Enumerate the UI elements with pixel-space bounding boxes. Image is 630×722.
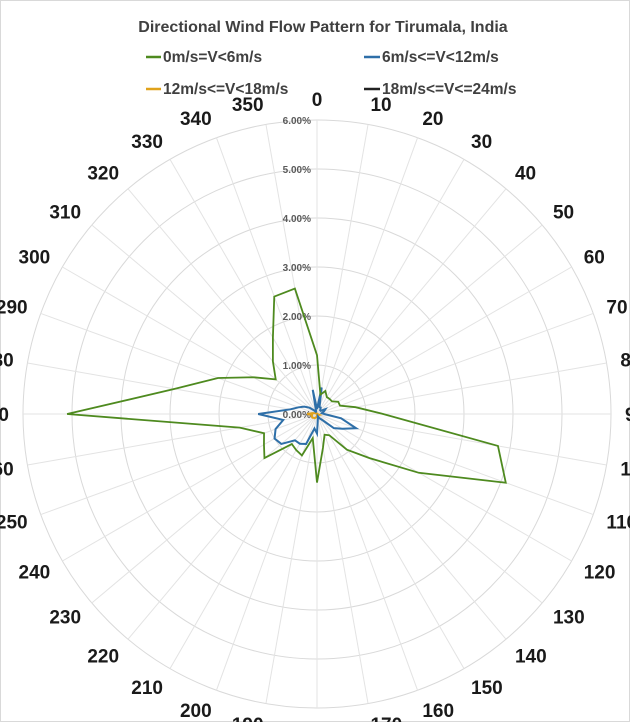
angle-label: 40 [515, 164, 536, 185]
angle-label: 250 [0, 513, 28, 534]
angle-label: 210 [131, 678, 163, 699]
angle-label: 130 [553, 607, 585, 628]
series-line-0 [66, 287, 507, 484]
angle-label: 290 [0, 297, 28, 318]
legend-label-3: 18m/s<=V<=24m/s [382, 81, 516, 98]
grid-spoke [40, 413, 318, 516]
grid-spoke [91, 413, 318, 604]
series-group [66, 287, 507, 484]
grid-spoke [91, 224, 318, 415]
angle-label: 240 [19, 563, 51, 584]
angle-label: 50 [553, 203, 574, 224]
angle-label: 310 [49, 203, 81, 224]
angle-label: 10 [370, 95, 391, 116]
grid-spoke [316, 413, 419, 691]
chart-title: Directional Wind Flow Pattern for Tiruma… [138, 19, 507, 36]
angle-label: 150 [471, 678, 503, 699]
angle-label: 100 [620, 460, 630, 481]
angle-label: 320 [87, 164, 119, 185]
grid-spoke [316, 362, 607, 415]
angle-label: 270 [0, 405, 9, 426]
grid-spoke [316, 413, 465, 669]
legend-label-1: 6m/s<=V<12m/s [382, 49, 499, 66]
legend-label-2: 12m/s<=V<18m/s [163, 81, 288, 98]
grid-spoke [27, 362, 318, 415]
grid-spoke [316, 137, 419, 415]
grid-spoke [169, 413, 318, 669]
angle-label: 70 [606, 297, 627, 318]
angle-label: 190 [232, 715, 264, 722]
grid-spoke [127, 413, 318, 640]
angle-label: 200 [180, 701, 212, 722]
angle-label: 60 [584, 248, 605, 269]
angle-label: 350 [232, 95, 264, 116]
angle-label: 90 [625, 405, 630, 426]
angle-label: 140 [515, 646, 547, 667]
polar-spokes [23, 120, 611, 708]
ring-label: 1.00% [283, 361, 311, 372]
angle-label: 280 [0, 350, 14, 371]
ring-label: 0.00% [283, 410, 311, 421]
angle-label: 330 [131, 132, 163, 153]
ring-label: 5.00% [283, 165, 311, 176]
angle-label: 30 [471, 132, 492, 153]
ring-label: 3.00% [283, 263, 311, 274]
series-line-1 [257, 387, 360, 446]
angle-label: 110 [606, 513, 630, 534]
angle-label: 120 [584, 563, 616, 584]
angle-label: 170 [370, 715, 402, 722]
grid-spoke [316, 224, 543, 415]
grid-spoke [27, 413, 318, 466]
angle-label: 80 [620, 350, 630, 371]
angle-label: 180 [301, 720, 333, 722]
ring-label: 6.00% [283, 116, 311, 127]
legend: 0m/s=V<6m/s 6m/s<=V<12m/s 12m/s<=V<18m/s… [146, 49, 516, 98]
grid-spoke [316, 266, 572, 415]
angle-label: 230 [49, 607, 81, 628]
grid-spoke [215, 137, 318, 415]
angle-label: 160 [422, 701, 454, 722]
grid-spoke [215, 413, 318, 691]
grid-spoke [316, 413, 543, 604]
grid-spoke [316, 413, 507, 640]
angle-labels: 0 10 20 30 40 50 60 70 80 90 100 110 120 130 140 150 160… [0, 90, 630, 722]
angle-label: 340 [180, 109, 212, 130]
grid-spoke [316, 124, 369, 415]
grid-spoke [316, 312, 594, 415]
grid-spoke [316, 413, 369, 704]
legend-label-0: 0m/s=V<6m/s [163, 49, 262, 66]
angle-label: 20 [422, 109, 443, 130]
angle-label: 260 [0, 460, 14, 481]
grid-spoke [265, 124, 318, 415]
ring-label: 4.00% [283, 214, 311, 225]
grid-spoke [316, 413, 594, 516]
grid-spoke [62, 266, 318, 415]
ring-labels: 0.00% 1.00% 2.00% 3.00% 4.00% 5.00% 6.00% [283, 116, 311, 421]
grid-spoke [316, 413, 572, 562]
grid-spoke [316, 188, 507, 415]
grid-spoke [265, 413, 318, 704]
grid-spoke [316, 159, 465, 415]
angle-label: 300 [19, 248, 51, 269]
grid-spoke [316, 413, 607, 466]
ring-label: 2.00% [283, 312, 311, 323]
angle-label: 220 [87, 646, 119, 667]
angle-label: 0 [312, 90, 323, 111]
grid-spoke [169, 159, 318, 415]
grid-spoke [127, 188, 318, 415]
grid-spoke [40, 312, 318, 415]
